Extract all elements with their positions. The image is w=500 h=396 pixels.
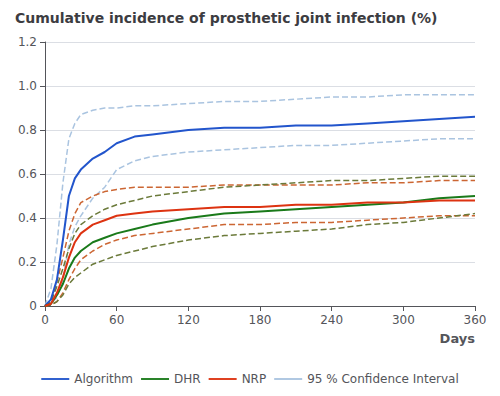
svg-text:Cumulative incidence of prosth: Cumulative incidence of prosthetic joint…	[15, 10, 438, 26]
svg-text:DHR: DHR	[174, 372, 201, 386]
svg-text:0.2: 0.2	[18, 255, 37, 269]
svg-text:0.4: 0.4	[18, 211, 37, 225]
svg-text:180: 180	[249, 313, 272, 327]
svg-text:0: 0	[29, 299, 37, 313]
svg-text:60: 60	[109, 313, 124, 327]
svg-text:240: 240	[320, 313, 343, 327]
svg-text:0.8: 0.8	[18, 123, 37, 137]
svg-text:Algorithm: Algorithm	[74, 372, 133, 386]
svg-text:Days: Days	[440, 331, 476, 346]
svg-text:95 % Confidence Interval: 95 % Confidence Interval	[307, 372, 459, 386]
svg-text:120: 120	[177, 313, 200, 327]
svg-text:1.2: 1.2	[18, 35, 37, 49]
svg-text:0.6: 0.6	[18, 167, 37, 181]
svg-text:300: 300	[392, 313, 415, 327]
svg-text:0: 0	[41, 313, 49, 327]
svg-text:360: 360	[464, 313, 487, 327]
svg-text:1.0: 1.0	[18, 79, 37, 93]
svg-text:NRP: NRP	[242, 372, 267, 386]
